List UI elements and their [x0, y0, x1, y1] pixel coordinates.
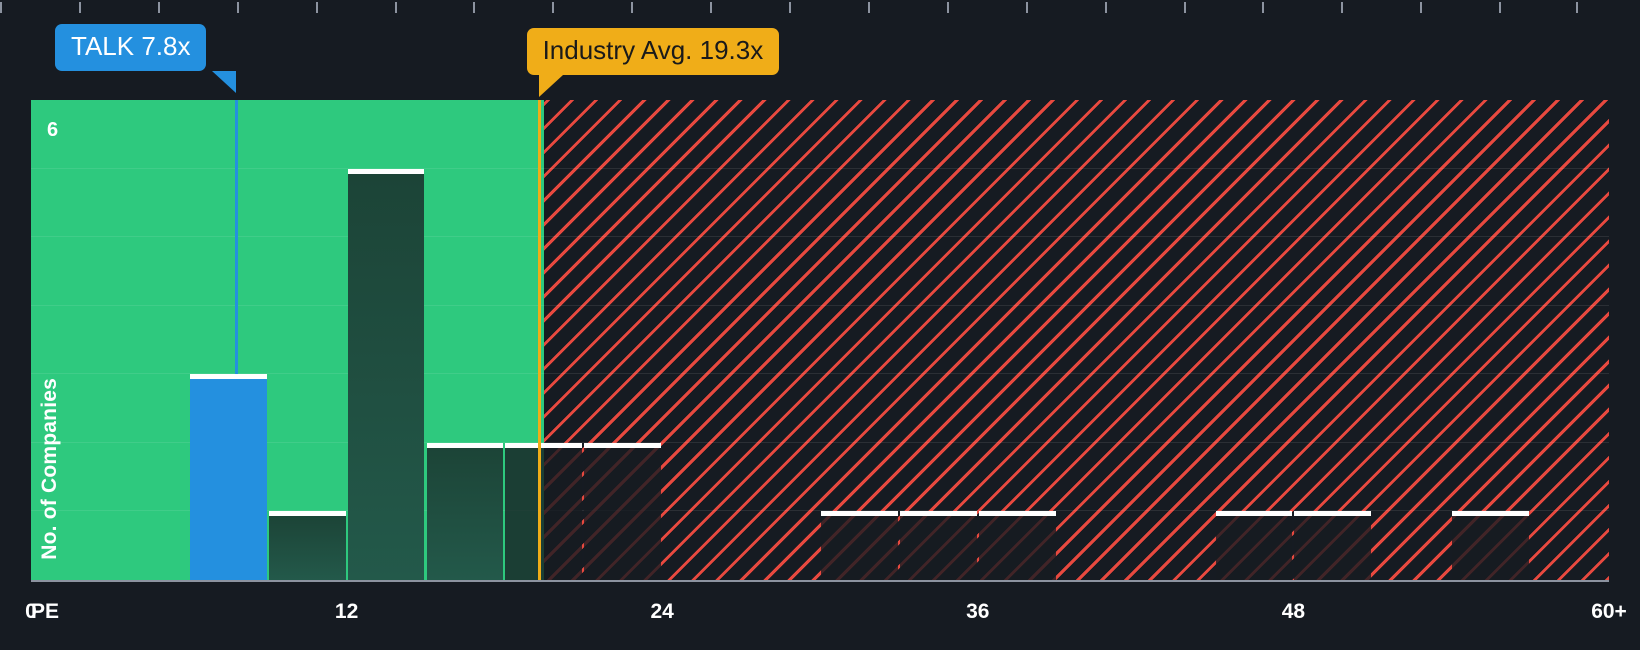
bar-top-cap	[1294, 511, 1372, 517]
talk-callout-label: TALK 7.8x	[71, 31, 191, 61]
gridline	[31, 167, 1609, 169]
bar-body	[505, 447, 583, 580]
bar-body	[584, 447, 662, 580]
x-axis-tick	[315, 2, 318, 13]
x-axis-tick	[473, 2, 476, 13]
bar[interactable]	[426, 442, 504, 580]
bar-body	[347, 173, 425, 580]
x-axis-tick	[631, 2, 634, 13]
gridline	[31, 510, 1609, 512]
industry-callout-label: Industry Avg. 19.3x	[542, 35, 764, 65]
bar[interactable]	[1452, 511, 1530, 580]
bar-body	[268, 516, 346, 580]
bar[interactable]	[899, 511, 977, 580]
bar-body	[1215, 516, 1293, 580]
x-axis-tick	[1341, 2, 1344, 13]
bar-body	[189, 379, 267, 580]
bar[interactable]	[978, 511, 1056, 580]
y-axis-tick-label-6: 6	[47, 119, 59, 141]
bar-body	[821, 516, 898, 580]
bar[interactable]	[347, 168, 425, 580]
bar-top-cap	[426, 442, 504, 448]
x-axis-tick	[1420, 2, 1423, 13]
industry-avg-callout[interactable]: Industry Avg. 19.3x	[526, 28, 780, 98]
x-axis-tick-label: 0	[25, 600, 37, 623]
bar-top-cap	[978, 511, 1056, 517]
bar-top-cap	[584, 442, 662, 448]
bar[interactable]	[1294, 511, 1372, 580]
bar-top-cap	[189, 374, 267, 380]
bar-top-cap	[347, 168, 425, 174]
x-axis-tick-label: 60+	[1591, 600, 1627, 623]
talk-callout[interactable]: TALK 7.8x	[55, 24, 237, 94]
talk-callout-tail	[212, 71, 237, 94]
x-axis-tick	[946, 2, 949, 13]
gridline	[31, 236, 1609, 238]
bar-body	[978, 516, 1056, 580]
plot-area	[31, 100, 1609, 580]
x-axis-prefix-label: PE	[31, 600, 60, 623]
x-axis-tick	[1025, 2, 1028, 13]
x-axis-tick	[157, 2, 160, 13]
x-axis-tick	[0, 2, 2, 13]
industry-avg-marker-line	[537, 100, 541, 580]
bar-top-cap	[505, 442, 583, 448]
bar-body	[426, 447, 504, 580]
x-axis-tick	[1104, 2, 1107, 13]
x-axis-line	[31, 580, 1609, 582]
bar[interactable]	[268, 511, 346, 580]
x-axis-tick	[552, 2, 555, 13]
x-axis-tick	[1576, 2, 1578, 13]
bar[interactable]	[821, 511, 898, 580]
bar-top-cap	[821, 511, 898, 517]
bar[interactable]	[584, 442, 662, 580]
x-axis-tick	[1183, 2, 1186, 13]
bar-top-cap	[1452, 511, 1530, 517]
x-axis-tick	[1499, 2, 1502, 13]
x-axis-tick-label: 36	[966, 600, 990, 623]
x-axis-tick	[394, 2, 397, 13]
bar-top-cap	[268, 511, 346, 517]
bar-top-cap	[899, 511, 977, 517]
x-axis-tick	[1262, 2, 1265, 13]
y-axis-title: No. of Companies	[38, 378, 61, 560]
bar[interactable]	[189, 374, 267, 580]
zone-expensive-hatched	[543, 100, 1609, 580]
bar-top-cap	[1215, 511, 1293, 517]
bar-body	[899, 516, 977, 580]
bar[interactable]	[1215, 511, 1293, 580]
industry-callout-tail	[538, 75, 563, 98]
bar-body	[1294, 516, 1372, 580]
x-axis-tick	[867, 2, 870, 13]
x-axis-tick-label: 48	[1281, 600, 1306, 623]
gridline	[31, 441, 1609, 443]
x-axis-tick-label: 24	[650, 600, 674, 623]
bar-body	[1452, 516, 1530, 580]
gridline	[31, 304, 1609, 306]
x-axis-tick	[710, 2, 713, 13]
talk-marker-line	[235, 100, 239, 375]
x-axis-tick	[78, 2, 81, 13]
x-axis-tick	[236, 2, 239, 13]
gridline	[31, 373, 1609, 375]
x-axis-tick-label: 12	[334, 600, 359, 623]
bar[interactable]	[505, 442, 583, 580]
x-axis-tick	[789, 2, 791, 13]
